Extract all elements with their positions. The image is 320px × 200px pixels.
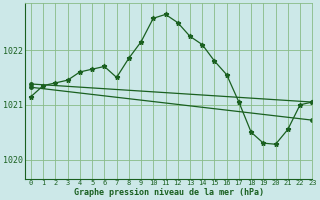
X-axis label: Graphe pression niveau de la mer (hPa): Graphe pression niveau de la mer (hPa) (74, 188, 264, 197)
